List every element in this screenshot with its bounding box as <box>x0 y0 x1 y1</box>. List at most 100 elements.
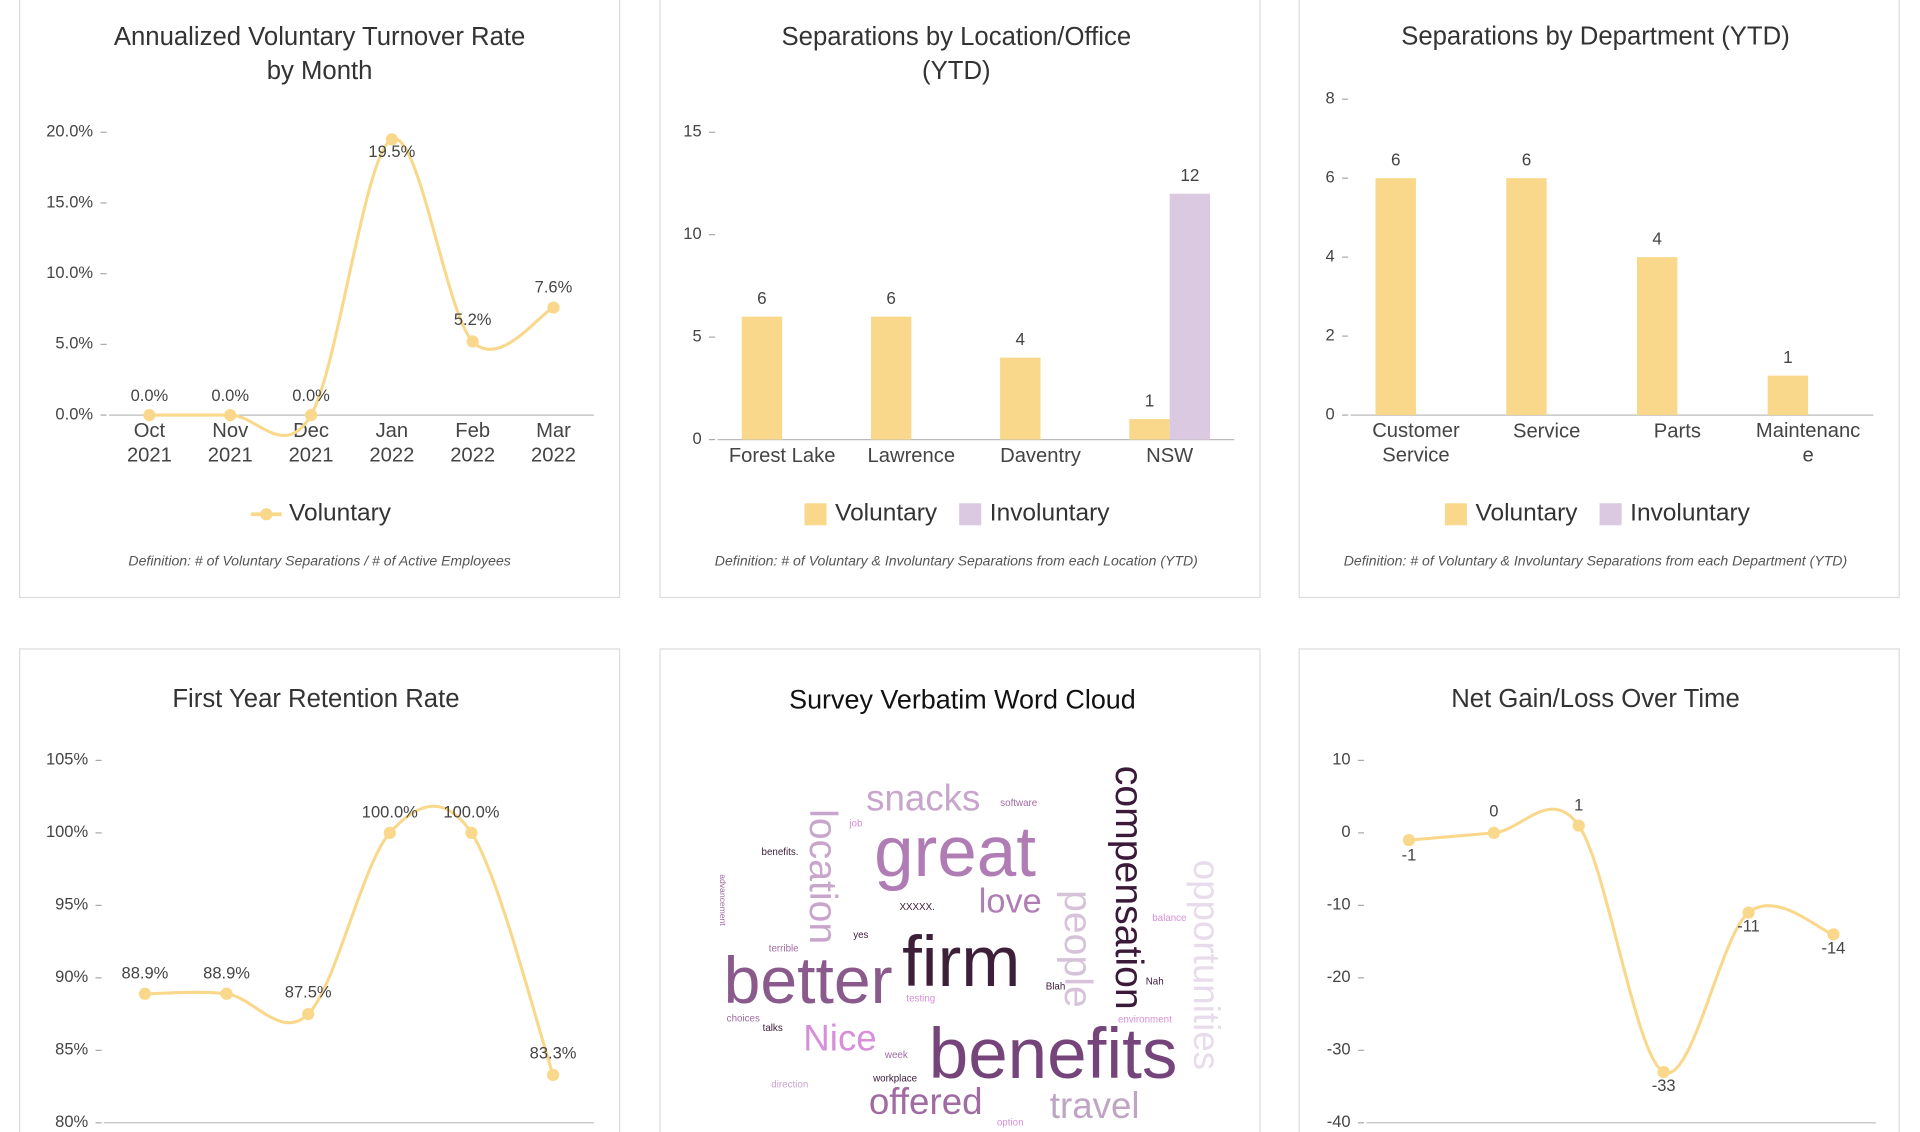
panel <box>659 648 1261 1132</box>
y-tick-label: 95% <box>55 895 88 914</box>
point <box>465 826 478 839</box>
point <box>1402 833 1416 847</box>
x-tick-label: Service <box>1513 421 1580 443</box>
data-label: 6 <box>1522 150 1532 170</box>
x-tick-label: Mar 2022 <box>531 421 576 467</box>
y-tick-label: 10 <box>1332 750 1350 769</box>
bar <box>1000 357 1041 440</box>
y-tick-label: 0 <box>1325 404 1334 423</box>
word: environment <box>1118 1015 1172 1026</box>
data-label: 88.9% <box>122 964 169 983</box>
chart-title: Separations by Department (YTD) <box>1401 23 1790 51</box>
panel <box>1298 648 1900 1132</box>
y-tick-label: 0 <box>692 429 701 448</box>
word: great <box>874 813 1036 892</box>
data-label: 12 <box>1180 165 1199 185</box>
y-tick-label: 4 <box>1325 246 1334 265</box>
y-tick-label: 8 <box>1325 89 1334 108</box>
y-tick-label: 85% <box>55 1040 88 1059</box>
bar <box>1767 375 1809 416</box>
data-label: 1 <box>1145 390 1155 410</box>
data-label: 6 <box>1391 150 1401 170</box>
data-label: 0 <box>1489 801 1498 820</box>
data-label: 6 <box>757 288 767 308</box>
x-tick-label: Parts <box>1654 421 1701 443</box>
word: software <box>1000 798 1037 809</box>
y-tick-label: 5.0% <box>55 334 93 353</box>
data-label: 88.9% <box>203 964 250 983</box>
y-tick-label: 90% <box>55 967 88 986</box>
point <box>1657 1065 1670 1079</box>
point <box>546 1068 560 1082</box>
word: testing <box>906 994 935 1005</box>
word: week <box>884 1050 908 1061</box>
data-label: -14 <box>1822 938 1846 957</box>
bar <box>1375 178 1416 416</box>
word: advancement <box>718 874 728 926</box>
chart-title: First Year Retention Rate <box>172 685 459 713</box>
legend-marker <box>260 508 273 521</box>
legend-label: Involuntary <box>1630 500 1750 527</box>
word: firm <box>902 923 1020 1002</box>
x-tick-label: Feb 2022 <box>450 421 495 467</box>
point <box>220 987 233 1000</box>
word: Nice <box>803 1017 876 1058</box>
y-tick-label: -10 <box>1327 895 1351 914</box>
y-tick-label: 0.0% <box>55 404 93 423</box>
word: direction <box>771 1079 808 1090</box>
bar <box>1506 178 1547 416</box>
y-tick-label: -20 <box>1327 967 1351 986</box>
word: option <box>997 1117 1024 1128</box>
x-tick-label: Lawrence <box>868 445 956 467</box>
bar <box>1129 419 1170 440</box>
word: compensation <box>1107 766 1150 1010</box>
word: love <box>979 883 1042 921</box>
word: location <box>801 809 844 944</box>
y-tick-label: 5 <box>692 326 701 345</box>
word: benefits <box>929 1015 1178 1094</box>
word: Blah <box>1046 981 1066 992</box>
point <box>302 1007 315 1021</box>
x-tick-label: Jan 2022 <box>369 421 414 467</box>
word: workplace <box>872 1073 917 1084</box>
y-tick-label: -40 <box>1327 1112 1351 1131</box>
x-tick-label: Forest Lake <box>729 445 836 467</box>
data-label: -1 <box>1402 845 1417 864</box>
legend-label: Involuntary <box>990 500 1110 527</box>
y-tick-label: 2 <box>1325 325 1334 344</box>
y-tick-label: 0 <box>1341 822 1350 841</box>
point <box>383 826 396 839</box>
x-tick-label: Oct 2021 <box>127 421 172 467</box>
word: yes <box>853 930 868 941</box>
word: better <box>724 944 893 1018</box>
legend-label: Voluntary <box>835 500 938 527</box>
data-label: 0.0% <box>211 386 249 405</box>
legend-swatch <box>959 503 982 526</box>
point <box>138 987 152 1000</box>
point <box>304 408 318 422</box>
chart-title: Separations by Location/Office (YTD) <box>782 23 1132 85</box>
point <box>1827 928 1840 941</box>
x-tick-label: Nov 2021 <box>208 421 253 467</box>
y-tick-label: 100% <box>46 822 89 841</box>
y-tick-label: -30 <box>1327 1040 1351 1059</box>
data-label: 5.2% <box>454 310 492 329</box>
legend-swatch <box>1599 503 1622 526</box>
data-label: 4 <box>1652 229 1662 249</box>
data-label: 4 <box>1016 329 1026 349</box>
y-tick-label: 80% <box>55 1112 88 1131</box>
data-label: 0.0% <box>292 386 330 405</box>
data-label: 19.5% <box>368 142 415 161</box>
word: balance <box>1152 913 1186 924</box>
y-tick-label: 15 <box>683 122 701 141</box>
data-label: 87.5% <box>285 983 332 1002</box>
word: opportunities <box>1186 860 1227 1070</box>
y-tick-label: 10.0% <box>46 263 93 282</box>
panel <box>19 0 621 599</box>
x-tick-label: Maintenanc e <box>1756 421 1860 467</box>
definition: Definition: # of Voluntary & Involuntary… <box>1344 553 1847 569</box>
word: terrible <box>769 944 799 955</box>
data-label: 6 <box>886 288 896 308</box>
definition: Definition: # of Voluntary & Involuntary… <box>715 553 1198 569</box>
